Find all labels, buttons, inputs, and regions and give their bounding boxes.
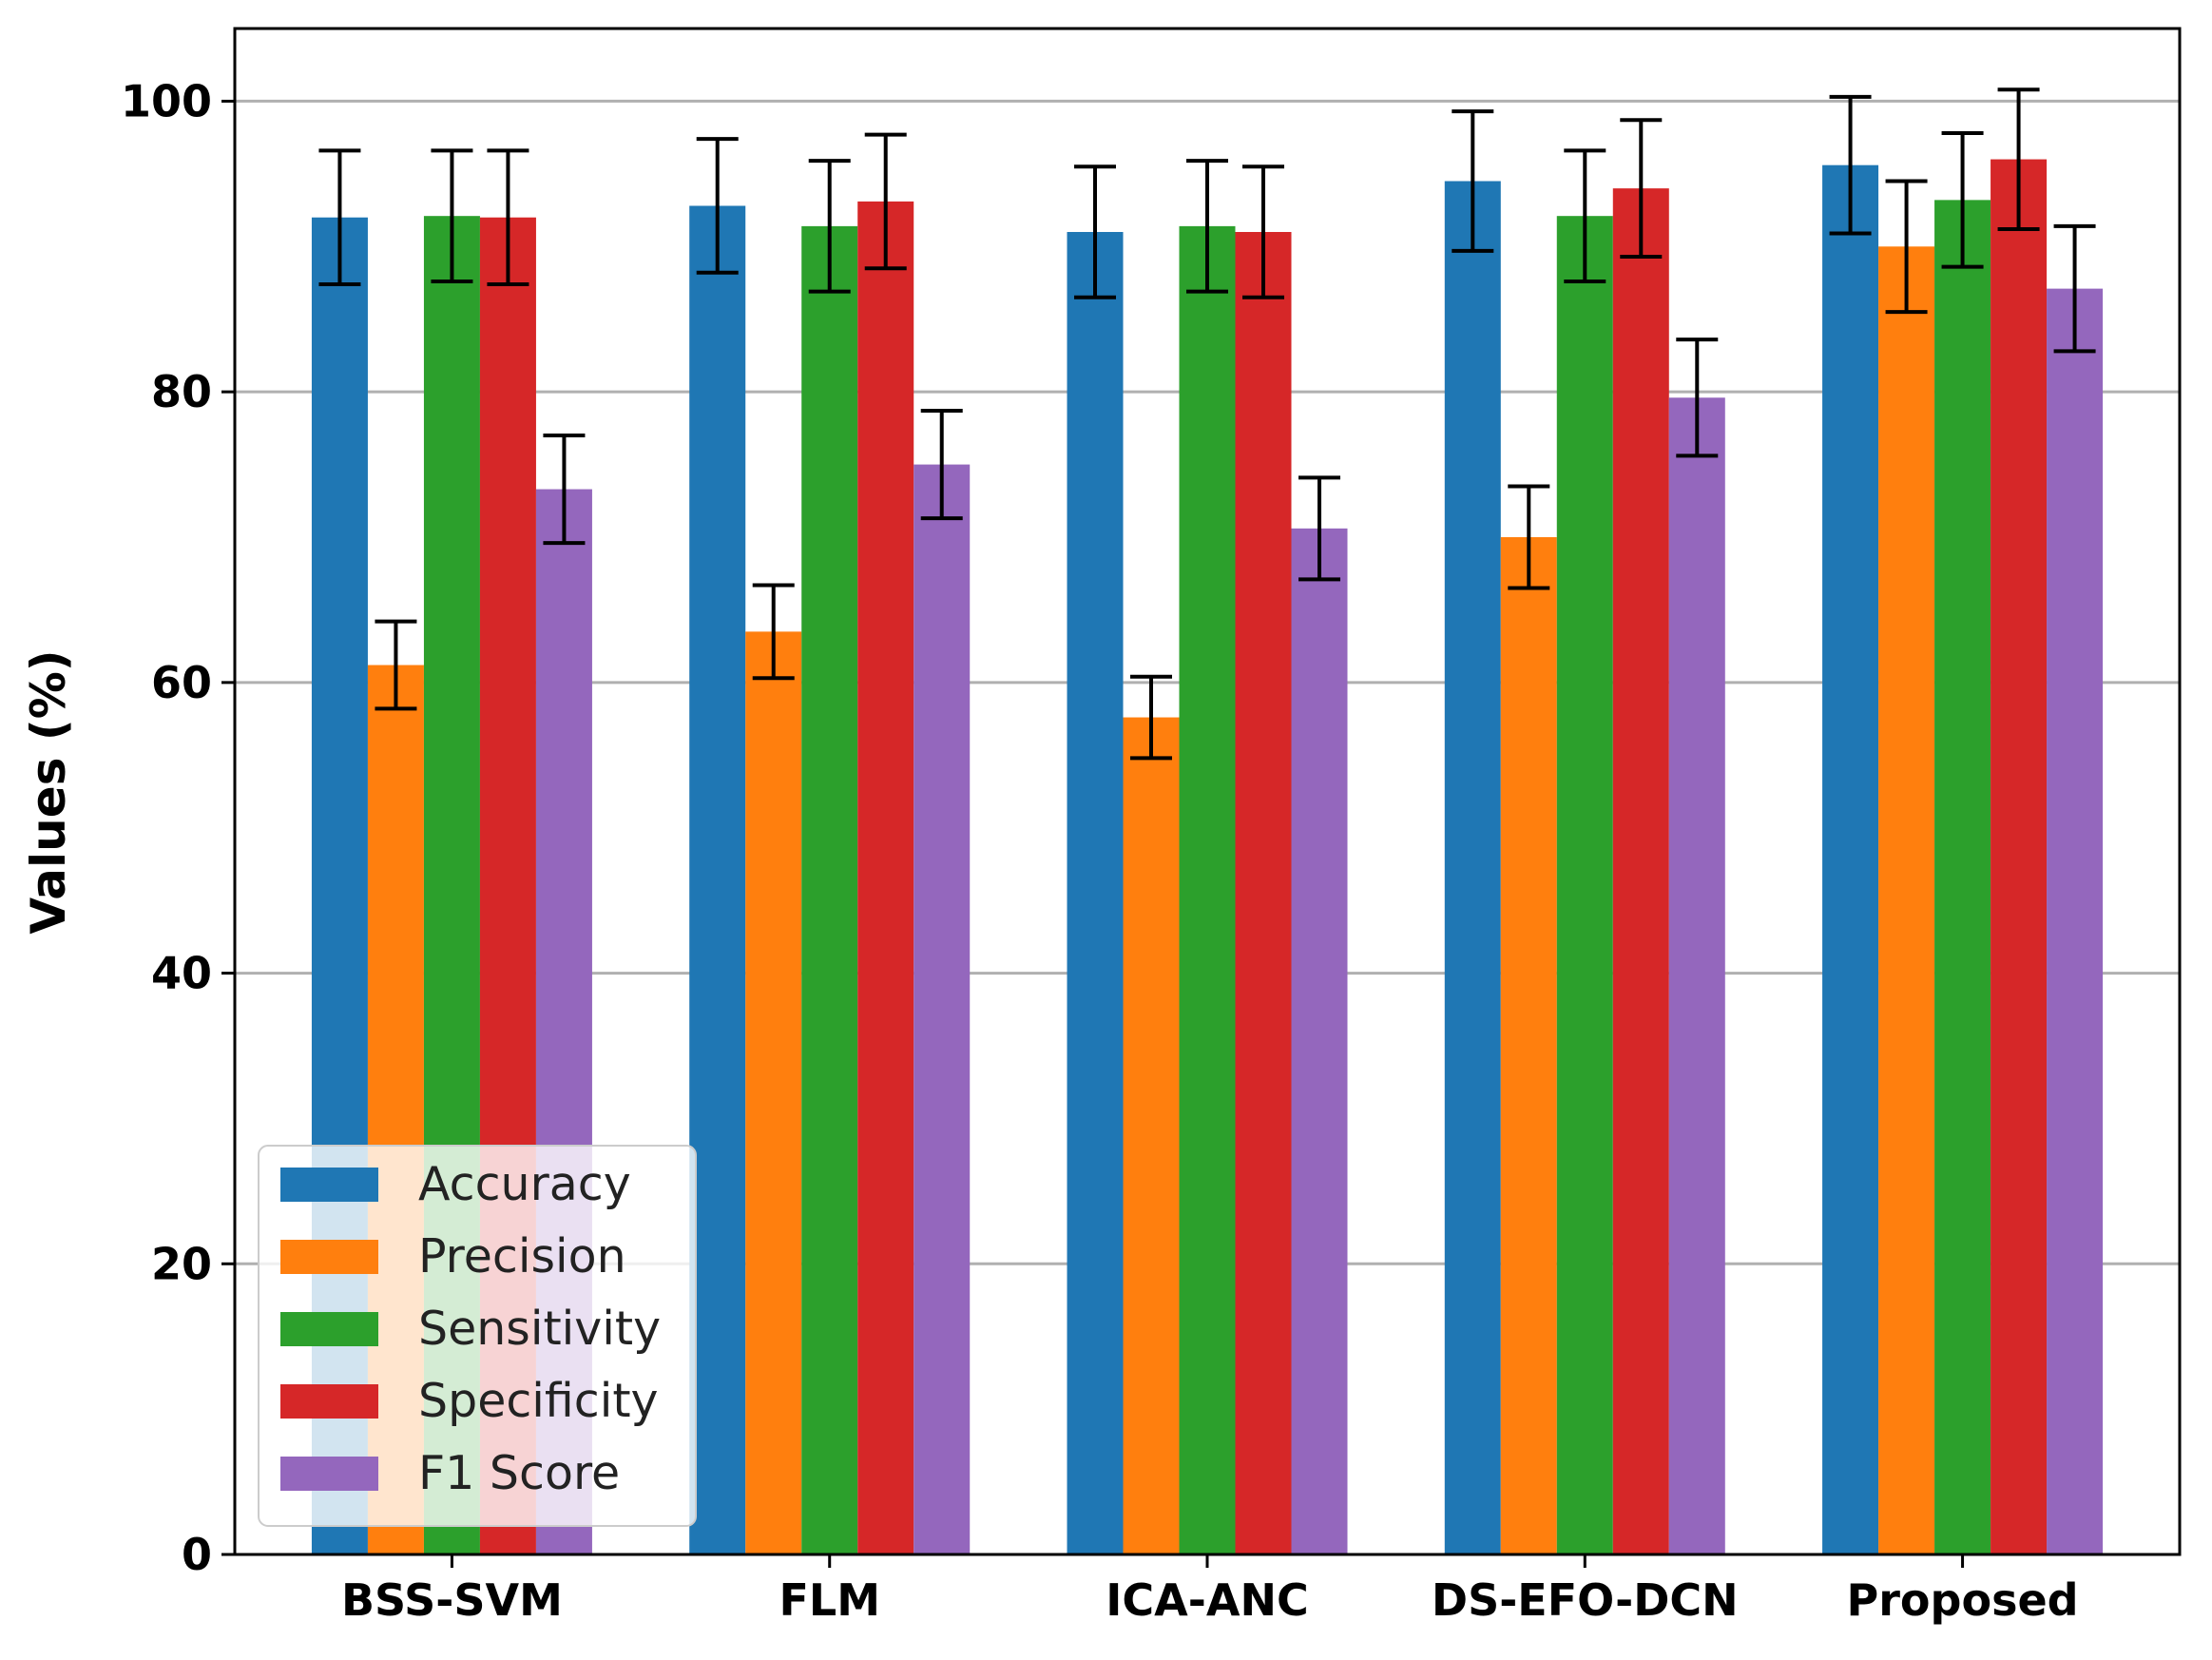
y-tick-label: 80: [151, 366, 212, 417]
x-tick-label: ICA-ANC: [1106, 1574, 1308, 1626]
bar-precision-ica-anc: [1123, 717, 1180, 1554]
bar-accuracy-flm: [689, 205, 746, 1554]
legend-swatch: [280, 1384, 378, 1419]
legend-swatch: [280, 1457, 378, 1491]
x-tick-label: Proposed: [1847, 1574, 2079, 1626]
x-tick-label: FLM: [779, 1574, 880, 1626]
bar-precision-proposed: [1878, 246, 1935, 1555]
error-bars: [318, 87, 2096, 761]
legend-swatch: [280, 1312, 378, 1346]
bar-sensitivity-proposed: [1934, 200, 1991, 1554]
bar-specificity-ica-anc: [1235, 232, 1292, 1554]
bar-sensitivity-flm: [801, 225, 858, 1554]
y-tick-label: 60: [151, 657, 212, 708]
bar-accuracy-proposed: [1822, 164, 1879, 1555]
bar-sensitivity-ds-efo-dcn: [1556, 216, 1613, 1555]
bar-precision-ds-efo-dcn: [1500, 537, 1557, 1554]
bar-f1-score-ds-efo-dcn: [1668, 397, 1725, 1555]
y-tick-label: 0: [182, 1529, 212, 1580]
x-axis: BSS-SVM FLM ICA-ANC DS-EFO-DCN Proposed: [341, 1554, 2079, 1626]
y-axis-title: Values (%): [21, 649, 76, 934]
x-tick-label: DS-EFO-DCN: [1432, 1574, 1739, 1626]
legend: Accuracy Precision Sensitivity Specificity F…: [258, 1145, 697, 1527]
legend-label: Specificity: [418, 1374, 659, 1428]
bar-sensitivity-ica-anc: [1179, 225, 1236, 1554]
legend-swatch: [280, 1168, 378, 1202]
bar-precision-flm: [745, 631, 802, 1554]
bar-f1-score-proposed: [2047, 288, 2104, 1555]
legend-label: Sensitivity: [418, 1302, 661, 1356]
bar-accuracy-ica-anc: [1067, 232, 1124, 1554]
bar-specificity-proposed: [1991, 159, 2048, 1555]
bar-specificity-ds-efo-dcn: [1612, 188, 1669, 1555]
legend-label: Accuracy: [418, 1157, 631, 1211]
bar-f1-score-flm: [914, 464, 971, 1555]
y-tick-label: 100: [121, 75, 212, 126]
x-tick-label: BSS-SVM: [341, 1574, 563, 1626]
bar-accuracy-ds-efo-dcn: [1444, 181, 1501, 1554]
bar-f1-score-ica-anc: [1291, 528, 1348, 1554]
y-tick-label: 40: [151, 948, 212, 999]
legend-swatch: [280, 1240, 378, 1274]
bar-specificity-flm: [857, 201, 914, 1554]
legend-label: F1 Score: [418, 1446, 620, 1500]
y-axis: 0 20 40 60 80 100: [121, 75, 235, 1580]
legend-label: Precision: [418, 1229, 626, 1284]
y-tick-label: 20: [151, 1238, 212, 1289]
